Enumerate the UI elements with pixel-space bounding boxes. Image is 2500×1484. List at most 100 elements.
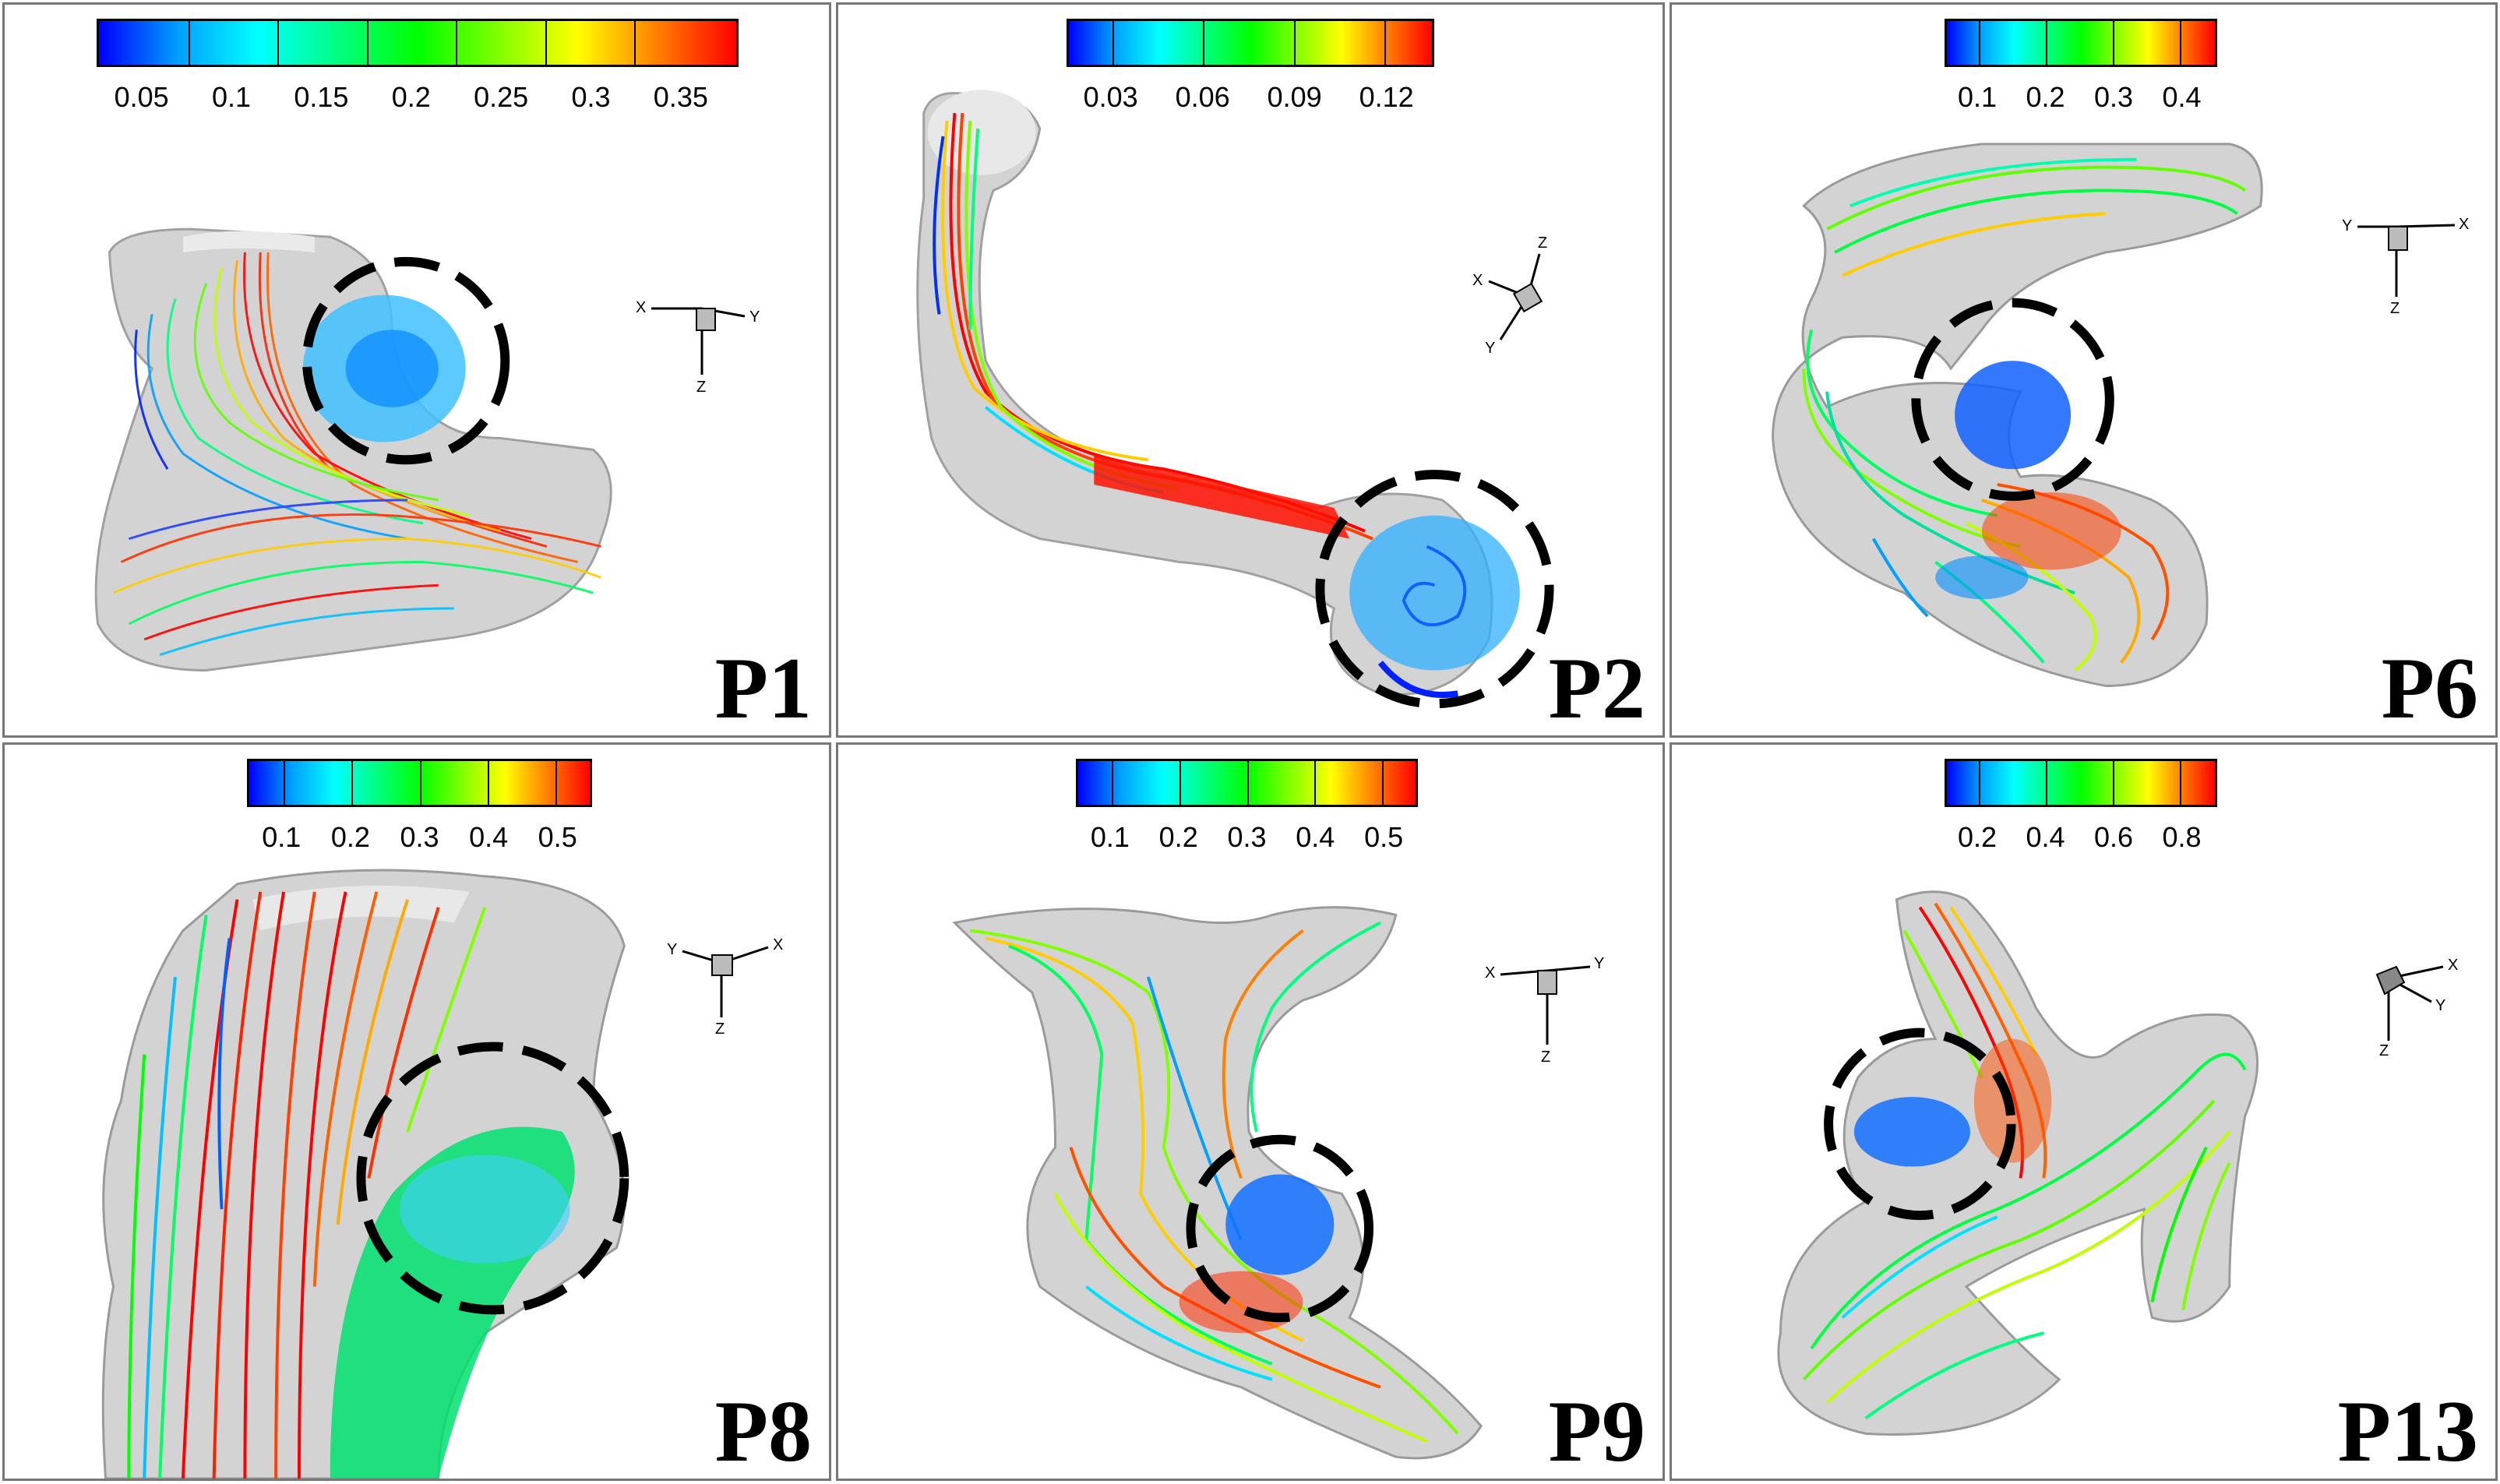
colorbar-tick: 0.06 (1175, 81, 1230, 113)
axis-label-y: Y (1594, 955, 1605, 972)
colorbar-labels-p2: 0.03 0.06 0.09 0.12 (1067, 81, 1434, 115)
jet-core (1179, 1271, 1303, 1334)
colorbar-tick: 0.3 (571, 81, 611, 113)
axis-label-z: Z (2379, 1042, 2389, 1059)
colorbar-tick: 0.2 (1158, 821, 1198, 853)
highlight-circle (1911, 298, 2114, 501)
colorbar-p6 (1945, 19, 2217, 67)
vessel-shape (1777, 890, 2259, 1436)
colorbar-tick: 0.5 (1364, 821, 1404, 853)
vortex-region (1955, 361, 2072, 470)
streamline-bundle (112, 252, 601, 657)
panel-label-p9: P9 (1548, 1384, 1645, 1480)
colorbar-tick: 0.25 (474, 81, 529, 113)
colorbar-labels-p6: 0.1 0.2 0.3 0.4 (1945, 81, 2217, 115)
axis-label-x: X (2448, 957, 2459, 974)
colorbar-labels-p9: 0.1 0.2 0.3 0.4 0.5 (1076, 821, 1418, 855)
panel-p2: 0.03 0.06 0.09 0.12 X Y Z P2 (836, 2, 1665, 738)
colorbar-tick: 0.05 (114, 81, 169, 113)
colorbar-tick: 0.15 (294, 81, 349, 113)
streamline-scene-p13 (1777, 890, 2259, 1436)
panel-p8: 0.1 0.2 0.3 0.4 0.5 Y X Z P8 (2, 742, 831, 1481)
highlight-circle (1186, 1134, 1373, 1323)
colorbar-tick: 0.4 (2026, 821, 2065, 853)
highlight-circle (356, 1042, 629, 1315)
vortex-region (1349, 515, 1520, 671)
axis-triad-p2: X Y Z (1454, 234, 1602, 359)
vessel-shape (1772, 143, 2263, 687)
colorbar-p2 (1067, 19, 1434, 67)
vortex-region (1853, 1097, 1970, 1167)
panel-label-p8: P8 (714, 1384, 812, 1480)
colorbar-tick: 0.1 (262, 821, 301, 853)
panel-p1: 0.05 0.1 0.15 0.2 0.25 0.3 0.35 X Y Z P1 (2, 2, 831, 738)
colorbar-tick: 0.12 (1359, 81, 1414, 113)
axis-label-z: Z (1538, 234, 1548, 252)
axis-triad-p1: X Y Z (628, 285, 776, 410)
vortex-region (1225, 1174, 1335, 1275)
axis-label-z: Z (2390, 300, 2400, 317)
colorbar-tick: 0.4 (1296, 821, 1335, 853)
axis-label-x: X (2459, 216, 2470, 233)
panel-p13: 0.2 0.4 0.6 0.8 X Y Z P13 (1670, 742, 2498, 1481)
streamline-scene-p9 (952, 906, 1483, 1460)
axis-label-z: Z (696, 379, 707, 396)
axis-triad-p9: X Y Z (1469, 947, 1617, 1072)
colorbar-tick: 0.3 (400, 821, 439, 853)
axis-label-y: Y (749, 308, 760, 326)
colorbar-p1 (97, 19, 739, 67)
colorbar-p8 (247, 759, 592, 807)
jet-core (1094, 453, 1350, 539)
colorbar-tick: 0.2 (2026, 81, 2065, 113)
colorbar-tick: 0.2 (391, 81, 431, 113)
colorbar-tick: 0.09 (1267, 81, 1322, 113)
streamline-scene-p1 (94, 227, 612, 672)
colorbar-tick: 0.8 (2162, 821, 2202, 853)
colorbar-tick: 0.3 (2093, 81, 2134, 113)
colorbar-tick: 0.03 (1083, 81, 1138, 113)
axis-label-x: X (1485, 964, 1496, 982)
colorbar-tick: 0.1 (212, 81, 252, 113)
panel-label-p6: P6 (2381, 640, 2478, 737)
axis-label-z: Z (715, 1020, 725, 1038)
panel-label-p1: P1 (714, 640, 812, 737)
axis-label-x: X (773, 936, 784, 953)
colorbar-tick: 0.1 (1957, 81, 1998, 113)
axis-label-y: Y (2435, 997, 2446, 1014)
colorbar-p13 (1945, 759, 2217, 807)
vessel-cap (182, 231, 315, 252)
axis-label-y: Y (2342, 217, 2353, 234)
colorbar-labels-p13: 0.2 0.4 0.6 0.8 (1945, 821, 2217, 855)
axis-label-y: Y (1485, 340, 1496, 357)
colorbar-p9 (1076, 759, 1418, 807)
axis-triad-p13: X Y Z (2342, 939, 2490, 1064)
streamline-scene-p6 (1772, 143, 2263, 687)
colorbar-tick: 0.3 (1227, 821, 1267, 853)
colorbar-tick: 0.2 (330, 821, 370, 853)
streamline-scene-p2 (916, 90, 1554, 709)
colorbar-tick: 0.5 (538, 821, 577, 853)
streamline-scene-p8 (101, 869, 629, 1479)
streamline-bundle (970, 921, 1459, 1443)
jet-core (1981, 492, 2121, 570)
colorbar-tick: 0.4 (469, 821, 509, 853)
axis-label-y: Y (667, 941, 678, 958)
axis-label-x: X (1472, 272, 1483, 289)
colorbar-labels-p8: 0.1 0.2 0.3 0.4 0.5 (247, 821, 592, 855)
panel-p6: 0.1 0.2 0.3 0.4 Y X Z P6 (1670, 2, 2498, 738)
axis-triad-p6: Y X Z (2326, 203, 2474, 328)
panel-p9: 0.1 0.2 0.3 0.4 0.5 X Y Z P9 (836, 742, 1665, 1481)
panel-label-p13: P13 (2337, 1384, 2478, 1480)
colorbar-tick: 0.2 (1957, 821, 1998, 853)
panel-label-p2: P2 (1548, 640, 1645, 737)
colorbar-tick: 0.35 (653, 81, 708, 113)
axis-label-x: X (636, 299, 647, 316)
colorbar-tick: 0.6 (2093, 821, 2134, 853)
axis-label-z: Z (1541, 1049, 1551, 1066)
colorbar-labels-p1: 0.05 0.1 0.15 0.2 0.25 0.3 0.35 (97, 81, 739, 115)
streamline-bundle (127, 891, 487, 1479)
colorbar-tick: 0.1 (1090, 821, 1130, 853)
colorbar-tick: 0.4 (2162, 81, 2202, 113)
highlight-circle (1315, 470, 1554, 709)
highlight-circle (301, 256, 510, 465)
